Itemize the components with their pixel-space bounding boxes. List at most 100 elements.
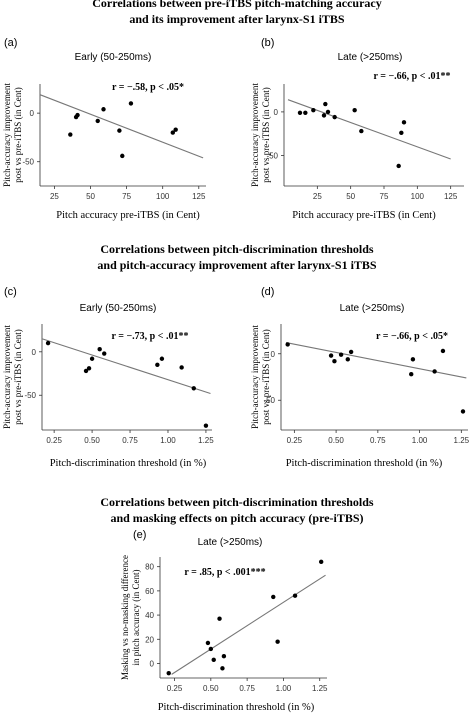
x-tick-label: 0.25 [287, 436, 303, 445]
data-point [352, 107, 357, 113]
data-point [318, 559, 324, 565]
data-point [332, 114, 337, 120]
panel-label: (b) [261, 37, 274, 49]
data-point [95, 118, 100, 124]
y-tick-label: 0 [32, 348, 37, 357]
data-point [221, 654, 227, 659]
data-point [325, 109, 331, 115]
correlation-stat: r = −.73, p < .01** [112, 331, 189, 342]
panel-subtitle: Late (>250ms) [198, 537, 263, 548]
data-point [203, 423, 209, 428]
x-tick-label: 75 [380, 192, 389, 201]
data-point [166, 670, 171, 676]
data-point [321, 113, 327, 118]
x-tick-label: 0.50 [84, 436, 100, 445]
section-1-title-line2: and its improvement after larynx-S1 iTBS [129, 12, 345, 26]
chart-panel-e: (e) Late (>250ms) r = .85, p < .001*** 0.25… [120, 529, 328, 713]
y-axis-title-line2: in pitch accuracy (in Cent) [131, 570, 141, 666]
panel-subtitle: Late (>250ms) [340, 303, 405, 314]
data-point [89, 356, 95, 361]
data-point [155, 362, 160, 368]
y-tick-label: 80 [145, 563, 154, 572]
data-point [208, 646, 214, 652]
correlation-stat: r = −.66, p < .01** [374, 71, 451, 82]
data-point [440, 348, 446, 354]
data-point [86, 366, 92, 371]
x-axis-title: Pitch-discrimination threshold (in %) [158, 702, 315, 713]
data-point [297, 110, 303, 115]
regression-line [285, 342, 467, 379]
regression-line [171, 574, 326, 675]
data-point [117, 128, 122, 133]
x-tick-label: 50 [346, 192, 355, 201]
data-point [292, 593, 298, 598]
x-tick-label: 1.00 [276, 684, 292, 693]
data-point [211, 657, 216, 663]
data-point [285, 342, 290, 347]
x-axis-title: Pitch accuracy pre-iTBS (in Cent) [56, 210, 200, 221]
data-point [410, 357, 416, 362]
data-point [75, 112, 80, 118]
y-tick-label: -50 [22, 158, 34, 167]
x-tick-label: 125 [192, 192, 206, 201]
x-tick-label: 0.50 [203, 684, 219, 693]
panel-label: (c) [4, 286, 17, 298]
panel-label: (e) [133, 529, 146, 541]
correlation-stat: r = −.58, p < .05* [112, 82, 184, 93]
data-point [220, 666, 225, 671]
data-point [102, 351, 107, 356]
regression-line [39, 94, 204, 159]
x-tick-label: 1.25 [454, 436, 470, 445]
y-tick-label: -50 [263, 396, 275, 405]
x-tick-label: 1.25 [312, 684, 328, 693]
data-point [432, 369, 437, 374]
data-point [460, 409, 466, 414]
data-point [170, 130, 175, 135]
y-tick-label: 0 [150, 659, 155, 668]
panel-label: (a) [4, 37, 17, 49]
data-point [409, 372, 414, 377]
data-point [45, 340, 51, 346]
data-point [173, 127, 178, 132]
panel-subtitle: Early (50-250ms) [80, 303, 157, 314]
x-tick-label: 0.25 [46, 436, 62, 445]
x-tick-label: 0.75 [370, 436, 386, 445]
y-tick-label: -50 [24, 391, 36, 400]
data-point [205, 640, 211, 646]
section-2-title-line2: and pitch-accuracy improvement after lar… [97, 258, 377, 272]
y-axis-title-line2: post vs pre-iTBS (in Cent) [13, 87, 23, 183]
x-tick-label: 0.25 [167, 684, 183, 693]
data-point [128, 101, 134, 106]
x-tick-label: 125 [444, 192, 458, 201]
x-axis-title: Pitch accuracy pre-iTBS (in Cent) [292, 210, 436, 221]
x-tick-label: 25 [313, 192, 322, 201]
y-tick-label: 0 [30, 109, 35, 118]
regression-line [41, 338, 211, 395]
data-point [179, 365, 184, 370]
x-axis-title: Pitch-discrimination threshold (in %) [286, 458, 443, 469]
data-point [348, 349, 354, 355]
chart-panel-c: (c) Early (50-250ms) r = −.73, p < .01** 0.… [2, 286, 214, 469]
x-tick-label: 0.75 [122, 436, 138, 445]
y-axis-title-line1: Pitch-accuracy improvement [2, 325, 12, 429]
x-axis-title: Pitch-discrimination threshold (in %) [50, 458, 207, 469]
chart-panel-b: (b) Late (>250ms) r = −.66, p < .01** 25 50 7… [250, 37, 464, 221]
y-axis-title-line1: Pitch-accuracy improvement [250, 83, 260, 187]
data-point [332, 358, 337, 364]
x-tick-label: 1.00 [412, 436, 428, 445]
data-point [275, 639, 280, 644]
data-point [311, 107, 316, 113]
data-point [68, 132, 73, 137]
x-tick-label: 0.75 [239, 684, 255, 693]
data-point [328, 353, 334, 358]
y-tick-label: 20 [145, 635, 154, 644]
y-axis-title-line2: post vs pre-iTBS (in Cent) [261, 329, 271, 425]
y-tick-label: 40 [145, 611, 154, 620]
y-tick-label: 0 [274, 108, 279, 117]
data-point [120, 153, 125, 159]
x-tick-label: 25 [50, 192, 59, 201]
y-axis-title-line2: post vs pre-iTBS (in Cent) [261, 87, 271, 183]
data-point [359, 128, 364, 134]
correlation-stat: r = .85, p < .001*** [184, 567, 265, 578]
